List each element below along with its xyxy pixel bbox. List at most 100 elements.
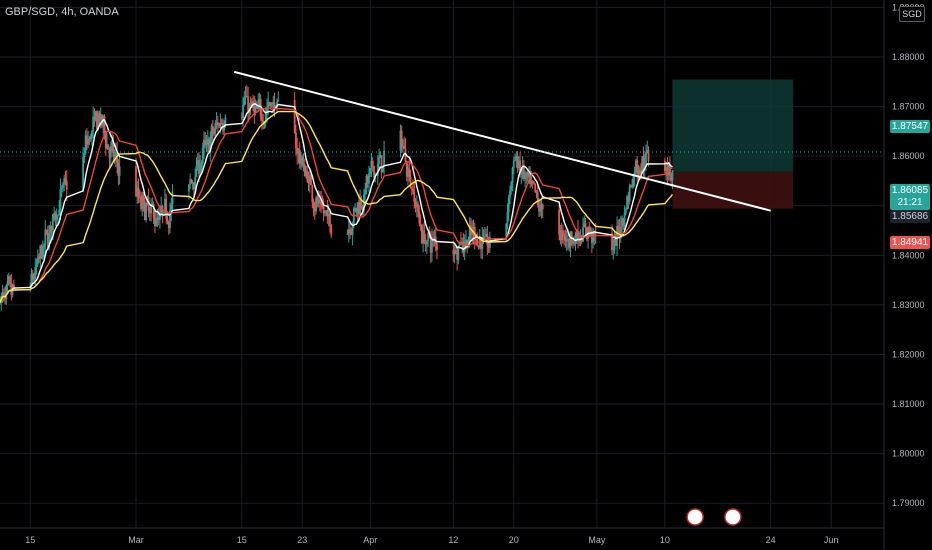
- candle-body: [510, 182, 513, 191]
- candle-body: [572, 241, 574, 244]
- ma_mid-line: [0, 107, 673, 303]
- candle-body: [98, 113, 101, 121]
- trendline[interactable]: [233, 70, 771, 212]
- candle-body: [303, 164, 306, 177]
- candle-body: [454, 250, 457, 253]
- candle-body: [108, 149, 111, 158]
- candle-body: [206, 138, 209, 145]
- candle-body: [619, 226, 622, 239]
- candle-body: [561, 230, 564, 235]
- candle-body: [249, 105, 252, 108]
- candle-body: [155, 219, 158, 227]
- candle-body: [88, 139, 91, 141]
- candle-body: [482, 237, 485, 239]
- x-tick-label: 23: [297, 535, 307, 545]
- candle-body: [39, 245, 42, 259]
- candle-body: [140, 198, 142, 209]
- candle-body: [517, 160, 520, 169]
- candle-body: [635, 160, 637, 173]
- candle-body: [323, 210, 326, 214]
- x-tick-label: 15: [237, 535, 247, 545]
- candle-body: [461, 241, 464, 243]
- candle-body: [313, 209, 316, 212]
- candle-body: [210, 125, 213, 139]
- candle-body: [478, 238, 481, 248]
- candle-body: [412, 189, 414, 192]
- candle-body: [665, 167, 668, 172]
- candle-body: [111, 140, 113, 147]
- candle-body: [593, 231, 596, 236]
- candle-body: [400, 130, 403, 148]
- candle-body: [645, 151, 647, 164]
- candle-body: [622, 218, 625, 226]
- candle-body: [530, 180, 533, 185]
- candle-body: [371, 161, 374, 166]
- candle-body: [539, 209, 542, 212]
- y-tick-label: 1.84000: [892, 250, 925, 260]
- entry-price-badge: 1.85686: [890, 210, 930, 223]
- candle-body: [357, 202, 360, 215]
- candle-body: [373, 165, 375, 177]
- candle-body: [194, 176, 197, 189]
- candle-body: [9, 276, 11, 285]
- candle-body: [65, 180, 68, 191]
- y-tick-label: 1.81000: [892, 399, 925, 409]
- x-tick-label: 10: [660, 535, 670, 545]
- candle-body: [611, 233, 613, 251]
- candle-body: [456, 252, 459, 260]
- candle-body: [1, 292, 4, 297]
- candle-body: [50, 225, 53, 231]
- candle-body: [49, 225, 52, 233]
- candle-body: [187, 184, 190, 192]
- candle-body: [200, 162, 203, 164]
- candle-body: [34, 267, 37, 280]
- candle-body: [53, 212, 56, 215]
- candle-body: [569, 231, 572, 248]
- candle-body: [317, 199, 320, 204]
- candle-body: [573, 243, 576, 245]
- candle-body: [55, 216, 58, 220]
- candle-body: [267, 102, 270, 109]
- candle-body: [322, 206, 325, 214]
- candle-body: [432, 238, 435, 240]
- candle-body: [534, 183, 537, 192]
- currency-selector[interactable]: SGD: [899, 6, 925, 22]
- economic-event-icon[interactable]: [686, 508, 704, 526]
- candle-body: [306, 170, 309, 182]
- candle-body: [261, 116, 263, 121]
- candle-body: [404, 148, 407, 161]
- candle-body: [568, 239, 571, 248]
- candle-body: [424, 242, 427, 245]
- candle-body: [153, 217, 156, 227]
- economic-event-icon[interactable]: [724, 508, 742, 526]
- candle-body: [205, 144, 208, 146]
- candle-body: [169, 210, 171, 228]
- candle-body: [584, 223, 587, 228]
- candle-body: [431, 238, 433, 253]
- candle-body: [218, 125, 221, 127]
- candle-body: [196, 160, 199, 167]
- candle-body: [466, 239, 469, 249]
- target-zone[interactable]: [672, 79, 794, 172]
- candle-body: [527, 172, 530, 178]
- candle-body: [83, 153, 86, 158]
- candle-body: [243, 98, 246, 105]
- candle-body: [325, 210, 328, 212]
- x-tick-label: 15: [25, 535, 35, 545]
- candle-body: [302, 164, 305, 166]
- candle-body: [669, 163, 671, 177]
- candle-body: [262, 120, 265, 125]
- candle-body: [315, 197, 317, 212]
- candle-body: [519, 160, 521, 175]
- candle-body: [420, 226, 423, 244]
- candle-body: [107, 144, 110, 150]
- candle-body: [40, 245, 43, 259]
- candle-body: [160, 206, 163, 215]
- candle-body: [422, 230, 425, 244]
- candle-body: [118, 166, 121, 176]
- stop-price-badge: 1.84941: [890, 236, 930, 249]
- candle-body: [312, 202, 315, 210]
- target-price-badge: 1.87547: [890, 120, 930, 133]
- candle-body: [84, 135, 87, 154]
